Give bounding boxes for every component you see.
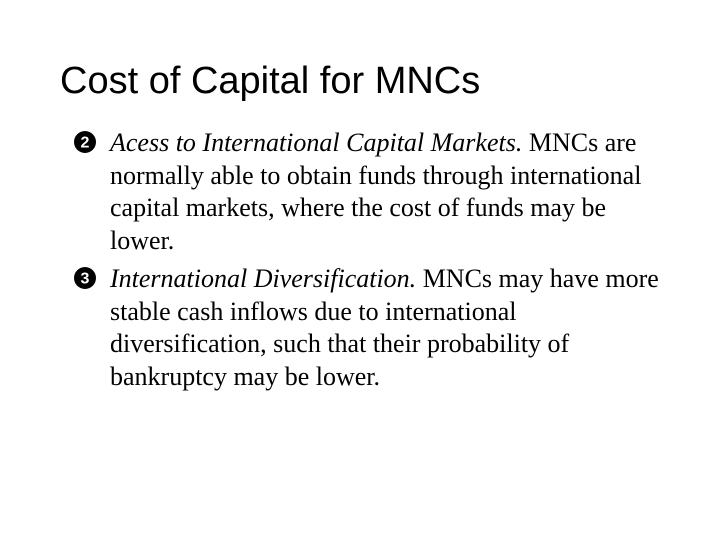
bullet-list: 2 Acess to International Capital Markets… bbox=[50, 127, 670, 393]
bullet-item: 2 Acess to International Capital Markets… bbox=[80, 127, 670, 257]
svg-text:3: 3 bbox=[81, 271, 90, 288]
circled-number-3-icon: 3 bbox=[72, 265, 98, 291]
svg-text:2: 2 bbox=[81, 135, 90, 152]
slide-title: Cost of Capital for MNCs bbox=[60, 60, 670, 103]
bullet-heading: International Diversification. bbox=[110, 264, 416, 293]
bullet-heading: Acess to International Capital Markets. bbox=[110, 128, 522, 157]
bullet-item: 3 International Diversification. MNCs ma… bbox=[80, 263, 670, 393]
circled-number-2-icon: 2 bbox=[72, 129, 98, 155]
